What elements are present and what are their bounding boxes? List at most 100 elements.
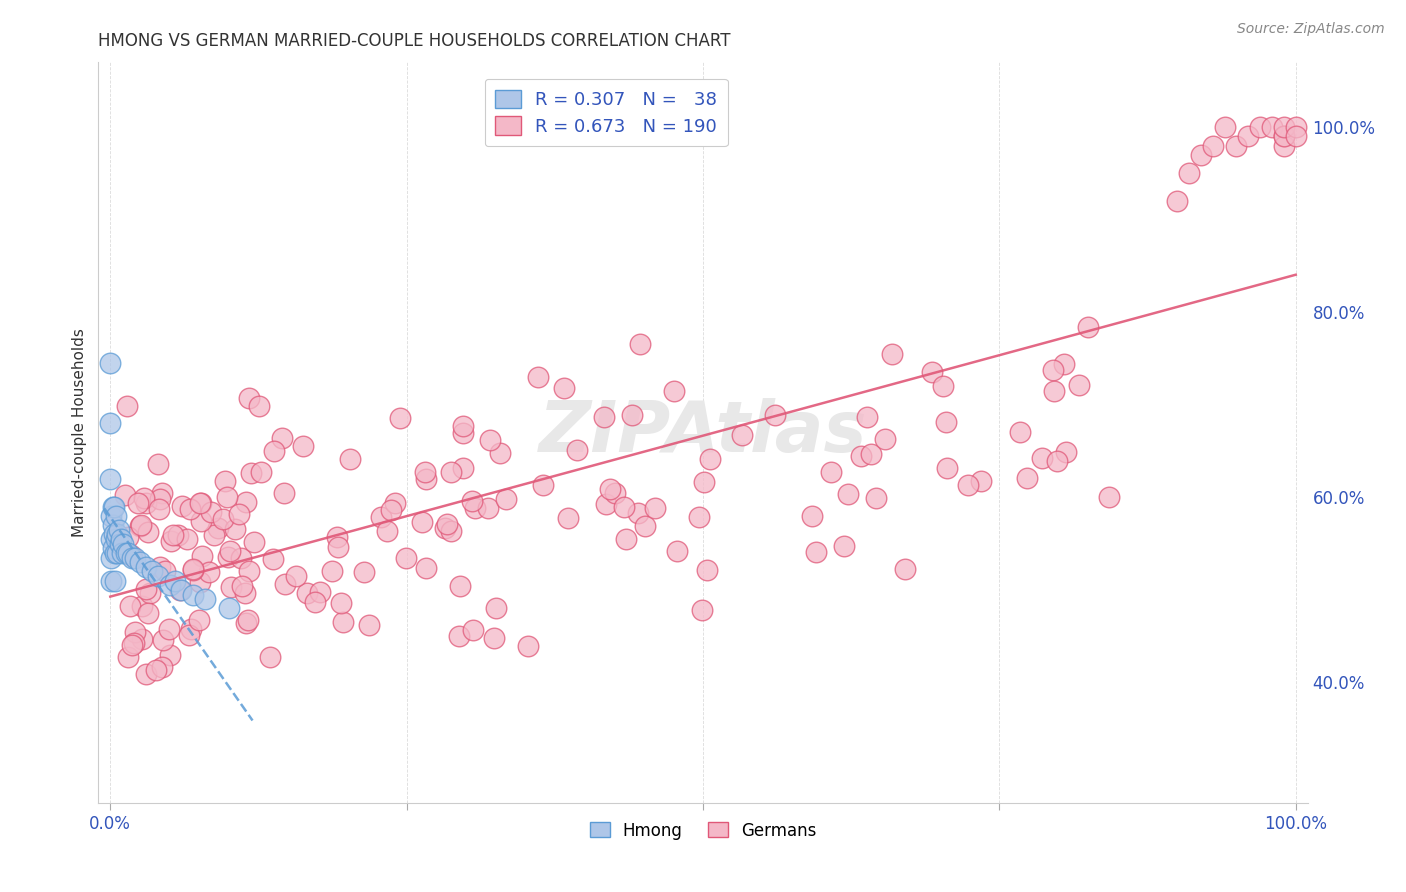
Point: [353, 566, 375, 580]
Point: [359, 618, 381, 632]
Point: [212, 512, 235, 526]
Point: [464, 501, 486, 516]
Point: [616, 533, 638, 547]
Point: [394, 551, 416, 566]
Point: [100, 550, 122, 565]
Point: [233, 586, 256, 600]
Point: [688, 510, 710, 524]
Point: [165, 574, 187, 588]
Point: [380, 503, 402, 517]
Point: [235, 495, 257, 509]
Point: [957, 478, 980, 492]
Point: [1213, 120, 1236, 135]
Point: [159, 648, 181, 663]
Point: [1261, 120, 1284, 135]
Point: [129, 517, 152, 532]
Point: [204, 527, 226, 541]
Point: [121, 638, 143, 652]
Point: [176, 532, 198, 546]
Point: [603, 486, 626, 500]
Point: [921, 365, 943, 379]
Point: [190, 514, 212, 528]
Point: [1031, 450, 1053, 465]
Point: [103, 500, 125, 514]
Point: [101, 500, 124, 514]
Point: [149, 491, 172, 506]
Point: [565, 443, 588, 458]
Point: [451, 426, 474, 441]
Point: [141, 565, 163, 579]
Point: [644, 500, 666, 515]
Point: [98, 472, 121, 486]
Point: [105, 527, 128, 541]
Point: [662, 384, 685, 398]
Point: [1272, 138, 1295, 153]
Point: [804, 544, 827, 558]
Point: [1189, 148, 1212, 162]
Point: [111, 546, 134, 560]
Point: [190, 496, 212, 510]
Point: [103, 527, 125, 541]
Point: [274, 577, 297, 591]
Point: [159, 578, 181, 592]
Point: [136, 607, 159, 621]
Point: [205, 861, 228, 875]
Point: [849, 449, 872, 463]
Point: [181, 562, 204, 576]
Point: [218, 601, 240, 615]
Point: [179, 502, 201, 516]
Point: [332, 615, 354, 629]
Point: [121, 550, 143, 565]
Point: [865, 491, 887, 505]
Point: [238, 564, 260, 578]
Point: [224, 522, 246, 536]
Point: [1046, 454, 1069, 468]
Point: [375, 524, 398, 539]
Point: [666, 544, 689, 558]
Point: [370, 510, 392, 524]
Point: [1166, 194, 1188, 209]
Point: [160, 534, 183, 549]
Point: [285, 568, 308, 582]
Point: [309, 584, 332, 599]
Point: [328, 540, 350, 554]
Point: [880, 346, 903, 360]
Point: [238, 391, 260, 405]
Point: [134, 491, 156, 505]
Point: [1053, 357, 1076, 371]
Point: [262, 551, 284, 566]
Point: [1249, 120, 1271, 135]
Point: [533, 477, 555, 491]
Point: [115, 399, 138, 413]
Point: [122, 635, 145, 649]
Point: [235, 615, 257, 630]
Point: [339, 452, 361, 467]
Point: [197, 565, 219, 579]
Point: [557, 510, 579, 524]
Legend: Hmong, Germans: Hmong, Germans: [583, 815, 823, 847]
Point: [188, 574, 211, 589]
Point: [330, 596, 353, 610]
Point: [273, 485, 295, 500]
Point: [169, 583, 191, 598]
Point: [627, 506, 650, 520]
Point: [1272, 120, 1295, 135]
Point: [194, 592, 217, 607]
Point: [484, 631, 506, 645]
Point: [413, 465, 436, 479]
Point: [516, 639, 538, 653]
Point: [188, 496, 211, 510]
Point: [411, 516, 433, 530]
Point: [634, 519, 657, 533]
Point: [100, 508, 122, 523]
Point: [837, 486, 859, 500]
Point: [117, 546, 139, 560]
Point: [477, 500, 499, 515]
Point: [875, 432, 897, 446]
Point: [621, 408, 644, 422]
Point: [152, 633, 174, 648]
Point: [215, 491, 238, 505]
Point: [243, 535, 266, 549]
Point: [1010, 425, 1032, 439]
Point: [527, 370, 550, 384]
